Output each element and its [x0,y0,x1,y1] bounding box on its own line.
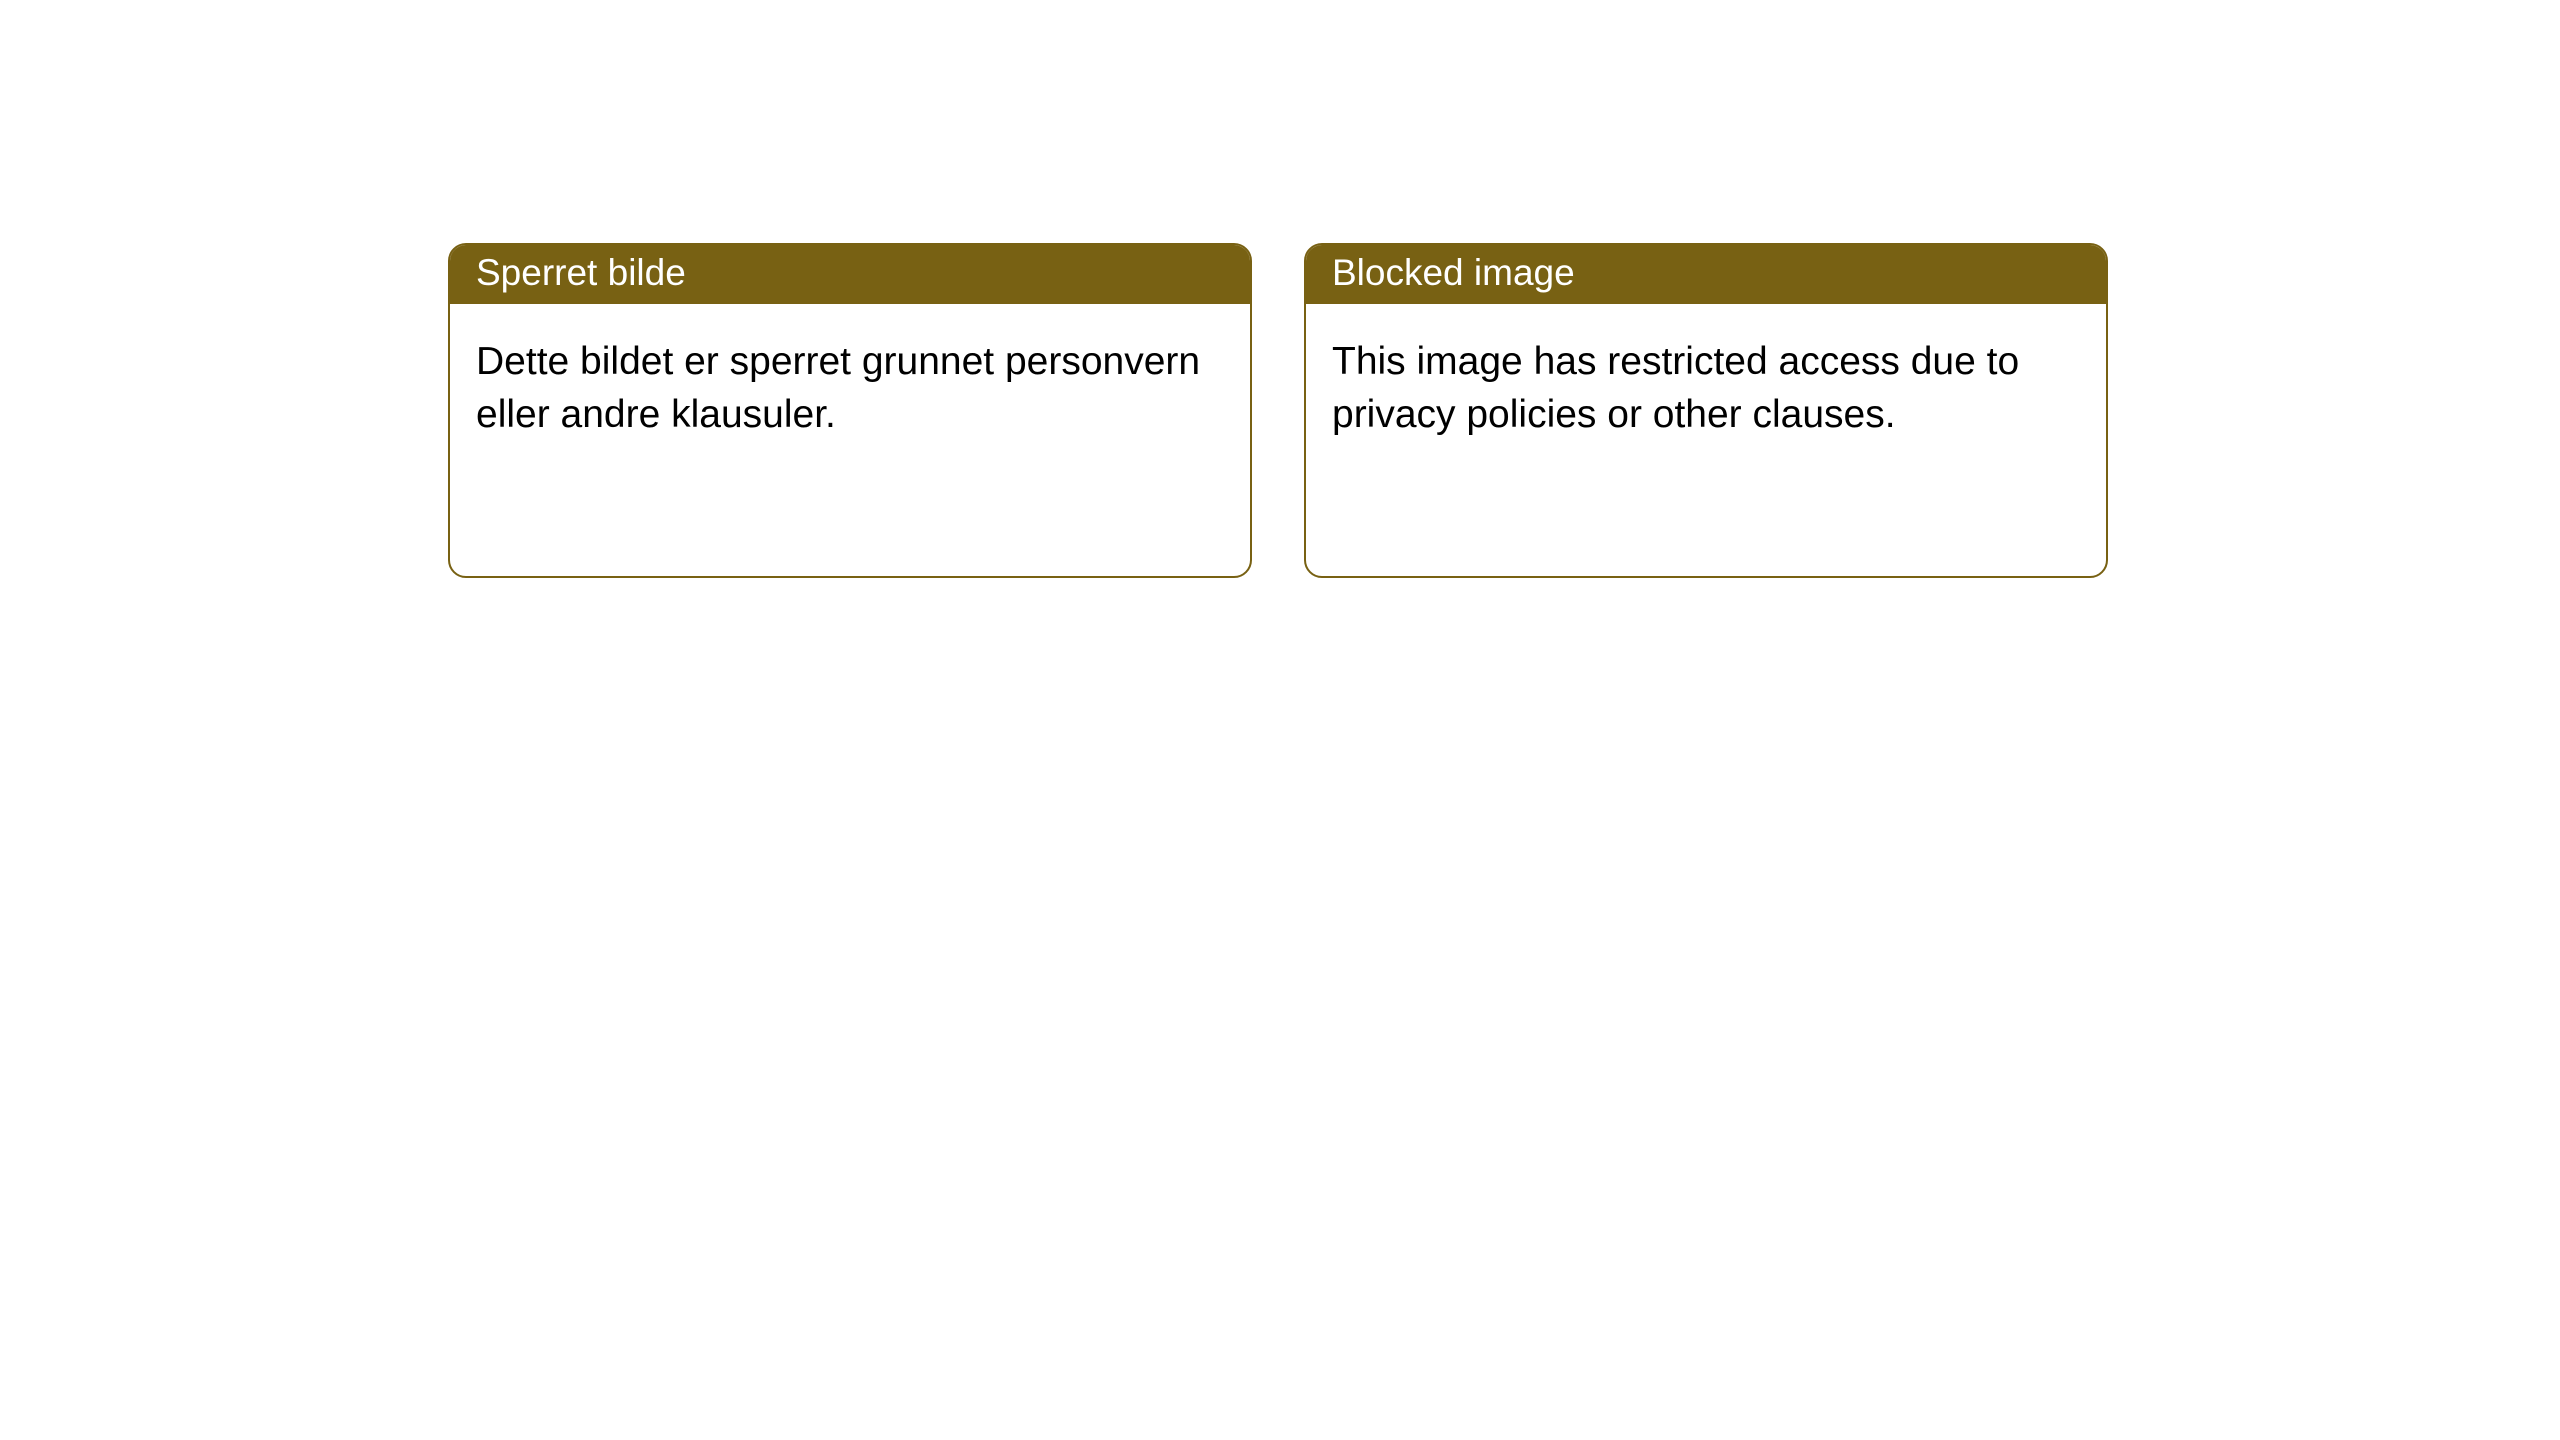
notice-card-message: Dette bildet er sperret grunnet personve… [476,340,1200,436]
notice-card-norwegian: Sperret bilde Dette bildet er sperret gr… [448,243,1252,578]
notice-card-title: Sperret bilde [476,252,686,293]
notice-card-english: Blocked image This image has restricted … [1304,243,2108,578]
notice-card-header: Sperret bilde [450,245,1250,304]
notice-card-header: Blocked image [1306,245,2106,304]
notice-card-body: Dette bildet er sperret grunnet personve… [450,304,1250,473]
notice-card-title: Blocked image [1332,252,1575,293]
notice-cards-container: Sperret bilde Dette bildet er sperret gr… [0,0,2560,578]
notice-card-message: This image has restricted access due to … [1332,340,2019,436]
notice-card-body: This image has restricted access due to … [1306,304,2106,473]
